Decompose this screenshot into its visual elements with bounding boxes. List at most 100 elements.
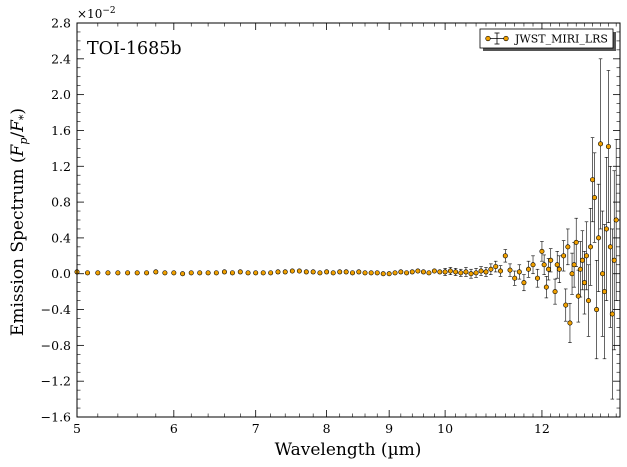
y-tick-label: 2.8 [51, 16, 71, 31]
data-point [350, 270, 356, 276]
plot-area [74, 22, 621, 418]
data-point [386, 271, 392, 277]
data-point [493, 264, 499, 270]
data-point [575, 293, 581, 299]
data-point [548, 257, 554, 263]
data-point [392, 270, 398, 276]
data-point [303, 269, 309, 275]
data-point [115, 270, 121, 276]
data-point [609, 311, 615, 317]
y-tick-label: 1.6 [51, 123, 71, 138]
data-point [268, 270, 274, 276]
plot-background [77, 23, 620, 417]
data-point [579, 257, 585, 263]
data-point [162, 270, 168, 276]
data-point [554, 262, 560, 268]
data-point [442, 269, 448, 275]
data-point [275, 269, 281, 275]
data-point [512, 275, 518, 281]
planet-annotation: TOI-1685b [87, 39, 182, 59]
data-point [581, 280, 587, 286]
data-point [310, 269, 316, 275]
data-point [577, 266, 583, 272]
data-point [607, 244, 613, 250]
data-point [565, 244, 571, 250]
data-point [171, 270, 177, 276]
data-point [534, 275, 540, 281]
data-point [404, 270, 410, 276]
data-point [343, 269, 349, 275]
data-point [282, 269, 288, 275]
data-point [296, 268, 302, 274]
data-point [601, 289, 607, 295]
axis-ticks [76, 22, 620, 418]
data-point [337, 269, 343, 275]
data-point [592, 195, 598, 201]
data-point [596, 235, 602, 241]
y-scale-factor: ×10−2 [77, 6, 116, 21]
data-point [525, 266, 531, 272]
data-point [488, 266, 494, 272]
data-point [600, 271, 606, 277]
data-point [586, 298, 592, 304]
y-tick-label: −0.4 [41, 302, 71, 317]
x-tick-label: 12 [534, 421, 550, 436]
x-tick-label: 8 [323, 421, 331, 436]
data-point [253, 270, 259, 276]
data-point [205, 270, 211, 276]
data-point [180, 271, 186, 277]
data-point [95, 270, 101, 276]
data-point [409, 269, 415, 275]
data-point [598, 141, 604, 147]
data-point [426, 270, 432, 276]
data-point [415, 268, 421, 274]
data-point [541, 262, 547, 268]
data-point [611, 257, 617, 263]
data-point [380, 271, 386, 277]
x-tick-label: 10 [437, 421, 453, 436]
data-point [368, 270, 374, 276]
data-point [478, 268, 484, 274]
data-point [468, 271, 474, 277]
data-point [498, 268, 504, 274]
y-tick-label: 0.8 [51, 195, 71, 210]
data-point [552, 289, 558, 295]
data-point [317, 270, 323, 276]
legend-marker-right [503, 35, 509, 42]
data-point [188, 270, 194, 276]
data-point [530, 262, 536, 268]
data-point [237, 269, 243, 275]
data-point [245, 270, 251, 276]
data-point [213, 270, 219, 276]
data-point [573, 239, 579, 245]
x-axis-label: Wavelength (µm) [275, 440, 422, 460]
data-point [144, 270, 150, 276]
data-point [85, 270, 91, 276]
data-point [583, 253, 589, 259]
data-point [483, 269, 489, 275]
legend-box [479, 28, 614, 49]
data-point [398, 269, 404, 275]
data-point [507, 267, 513, 273]
tick-labels: 5 6 7 8 9 10 12 −1.6 −1.2 −0.8 −0.4 0.0 0.4 0.8 1.2 1.6… [41, 16, 550, 437]
y-tick-label: −0.8 [41, 338, 71, 353]
x-tick-label: 6 [170, 421, 178, 436]
data-point [458, 270, 464, 276]
y-tick-label: 0.4 [51, 230, 71, 245]
data-point [260, 270, 266, 276]
data-point [125, 270, 131, 276]
data-point [502, 253, 508, 259]
data-point [324, 269, 330, 275]
x-tick-label: 9 [385, 421, 393, 436]
data-point [546, 266, 552, 272]
y-tick-label: 2.0 [51, 87, 71, 102]
data-point [539, 248, 545, 254]
data-point [420, 269, 426, 275]
data-point [105, 270, 111, 276]
y-tick-label: 1.2 [51, 159, 71, 174]
data-point [473, 270, 479, 276]
data-point [431, 268, 437, 274]
data-point [463, 269, 469, 275]
data-point [153, 269, 159, 275]
data-points [74, 141, 619, 326]
